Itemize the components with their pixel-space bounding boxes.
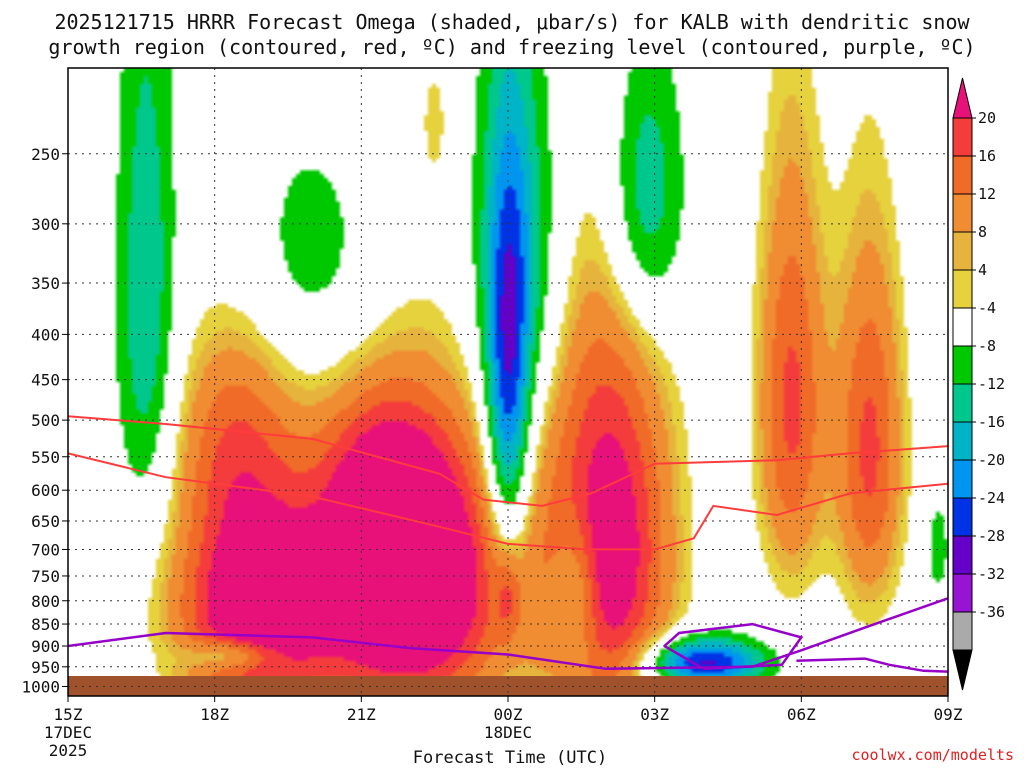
colorbar-band bbox=[952, 269, 973, 309]
y-tick-label: 850 bbox=[31, 615, 60, 634]
colorbar-band bbox=[952, 155, 973, 195]
y-tick-label: 300 bbox=[31, 215, 60, 234]
colorbar-tick-label: -4 bbox=[978, 299, 996, 317]
x-tick-label: 00Z bbox=[494, 705, 523, 724]
y-tick-label: 550 bbox=[31, 448, 60, 467]
colorbar-band bbox=[952, 459, 973, 499]
y-tick-label: 400 bbox=[31, 325, 60, 344]
x-tick-year: 2025 bbox=[49, 741, 88, 760]
x-axis-label: Forecast Time (UTC) bbox=[413, 748, 607, 768]
chart-title-line-1: 2025121715 HRRR Forecast Omega (shaded, … bbox=[54, 10, 970, 34]
freezing-contour-loop-left bbox=[663, 622, 804, 671]
x-tick-label: 09Z bbox=[934, 705, 963, 724]
colorbar-tick-label: -8 bbox=[978, 337, 996, 355]
credit-text: coolwx.com/modelts bbox=[851, 746, 1014, 764]
plot-area bbox=[67, 67, 949, 697]
y-tick-label: 700 bbox=[31, 540, 60, 559]
contour-lines bbox=[68, 415, 948, 673]
colorbar-tick-label: -24 bbox=[978, 489, 1005, 507]
x-tick-date: 17DEC bbox=[44, 723, 92, 742]
colorbar-tick-label: 8 bbox=[978, 223, 987, 241]
y-tick-label: 350 bbox=[31, 274, 60, 293]
colorbar-band bbox=[952, 573, 973, 613]
colorbar-tick-label: 16 bbox=[978, 147, 996, 165]
colorbar-band bbox=[952, 307, 973, 347]
y-tick-label: 900 bbox=[31, 637, 60, 656]
colorbar-tick-label: 20 bbox=[978, 109, 996, 127]
colorbar-tick-label: -28 bbox=[978, 527, 1005, 545]
dendritic-contour-top bbox=[68, 415, 948, 507]
x-tick-label: 21Z bbox=[347, 705, 376, 724]
colorbar-tick-label: -20 bbox=[978, 451, 1005, 469]
colorbar-tick-label: 4 bbox=[978, 261, 987, 279]
colorbar-band bbox=[952, 345, 973, 385]
colorbar-band bbox=[952, 497, 973, 537]
y-tick-label: 600 bbox=[31, 481, 60, 500]
freezing-contour-loop-right bbox=[796, 657, 948, 673]
y-tick-label: 450 bbox=[31, 371, 60, 390]
colorbar-band bbox=[952, 383, 973, 423]
colorbar-band bbox=[952, 421, 973, 461]
colorbar-tick-label: -36 bbox=[978, 603, 1005, 621]
colorbar-tick-label: -32 bbox=[978, 565, 1005, 583]
colorbar-band bbox=[952, 231, 973, 271]
colorbar-tick-label: -12 bbox=[978, 375, 1005, 393]
y-tick-label: 500 bbox=[31, 411, 60, 430]
y-tick-label: 1000 bbox=[21, 678, 60, 697]
x-tick-label: 03Z bbox=[640, 705, 669, 724]
colorbar-tick-label: -16 bbox=[978, 413, 1005, 431]
y-axis: 250 300 350 400 450 500 550 600 650 700 750 800 850 9… bbox=[21, 145, 68, 697]
y-tick-label: 750 bbox=[31, 567, 60, 586]
y-tick-label: 950 bbox=[31, 658, 60, 677]
x-tick-date: 18DEC bbox=[484, 723, 532, 742]
x-tick-label: 18Z bbox=[200, 705, 229, 724]
x-tick-label: 15Z bbox=[54, 705, 83, 724]
chart-title-line-2: growth region (contoured, red, ºC) and f… bbox=[48, 35, 975, 59]
colorbar-band bbox=[952, 611, 973, 651]
x-tick-label: 06Z bbox=[787, 705, 816, 724]
y-tick-label: 250 bbox=[31, 145, 60, 164]
y-tick-label: 800 bbox=[31, 592, 60, 611]
colorbar: 20 16 12 8 4 -4 -8 -12 -16 -20 -24 -28 -32 -36 bbox=[952, 77, 1005, 691]
colorbar-top-arrow bbox=[952, 77, 973, 119]
freezing-contour-main bbox=[68, 597, 948, 671]
omega-shaded-field bbox=[68, 68, 948, 696]
y-tick-label: 650 bbox=[31, 512, 60, 531]
colorbar-bottom-arrow bbox=[952, 649, 973, 691]
colorbar-band bbox=[952, 535, 973, 575]
colorbar-tick-label: 12 bbox=[978, 185, 996, 203]
colorbar-band bbox=[952, 193, 973, 233]
dendritic-contour-bottom bbox=[68, 452, 948, 551]
colorbar-band bbox=[952, 117, 973, 157]
